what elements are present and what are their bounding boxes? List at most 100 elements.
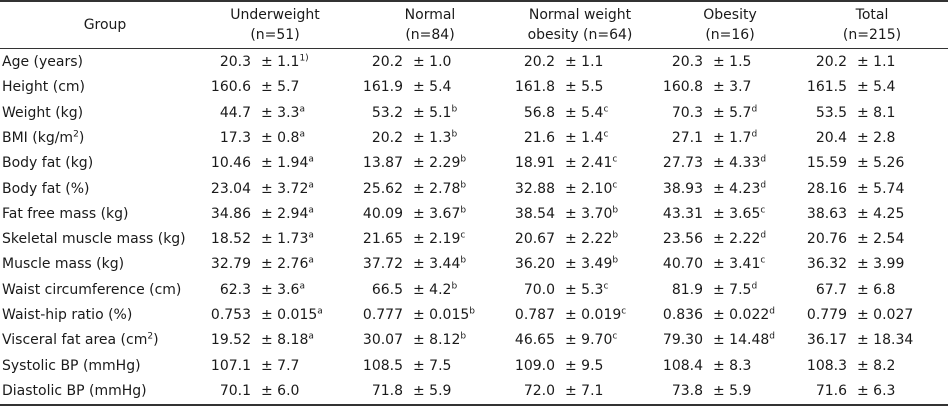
cell-sd: ± 2.78b [413,176,466,202]
header-group: Group [0,4,210,46]
cell-sd-value: ± 4.23 [713,180,761,197]
cell-mean: 79.30 [662,332,703,349]
table-row: Skeletal muscle mass (kg) 18.52 ± 1.73a 21.… [0,226,948,252]
cell-sd: ± 5.4 [857,74,895,100]
cell-sd: ± 1.1 [565,49,603,75]
cell-mean: 30.07 [362,332,403,349]
cell-sup: d [769,306,775,317]
cell-mean: 36.20 [514,256,555,273]
cell-sd: ± 0.019c [565,302,626,328]
cell-sup: a [299,281,305,292]
cell-sd-value: ± 8.12 [413,332,461,349]
cell-mean: 23.56 [662,231,703,248]
cell-sd: ± 5.7 [261,74,299,100]
row-label: Systolic BP (mmHg) [2,353,141,379]
cell-sup: d [760,179,767,190]
cell-sd-value: ± 3.44 [413,256,461,273]
table-row: Age (years) 20.3 ± 1.11) 20.2 ± 1.0 20.2 ± 1.1… [0,49,948,75]
cell-sd-value: ± 3.67 [413,205,461,222]
cell-mean: 0.787 [514,307,555,323]
row-label-text: Waist circumference (cm) [2,281,182,298]
cell-sd: ± 3.7 [713,74,751,100]
cell-sd: ± 0.015b [413,302,475,328]
cell-mean: 0.753 [210,307,251,323]
cell-mean: 27.73 [662,155,703,172]
row-label-text: Age (years) [2,54,83,70]
cell-sd-value: ± 9.5 [565,357,604,374]
cell-mean: 20.2 [815,54,847,70]
cell-sup: d [751,103,758,114]
cell-mean: 37.72 [362,256,403,273]
cell-sd-value: ± 6.3 [857,382,896,399]
cell-mean: 34.86 [210,205,251,222]
cell-sd: ± 0.027 [857,302,913,328]
cell-sd: ± 5.5 [565,74,603,100]
cell-sd-value: ± 2.22 [713,231,761,248]
cell-sup: b [460,154,467,165]
cell-sd: ± 2.54 [857,226,904,252]
header-col-n: (n=51) [250,27,300,43]
cell-sd-value: ± 6.8 [857,281,896,298]
row-label-text: Height (cm) [2,79,85,96]
cell-mean: 20.67 [514,231,555,248]
cell-sd: ± 5.1b [413,100,457,126]
cell-sd-value: ± 9.70 [565,332,613,349]
cell-sup: a [299,129,305,140]
cell-sd-value: ± 5.5 [565,79,604,96]
row-label: Visceral fat area (cm2) [2,327,159,353]
cell-mean: 108.4 [662,357,703,374]
cell-mean: 62.3 [219,281,251,298]
cell-mean: 25.62 [362,180,403,197]
cell-sd: ± 9.70c [565,327,617,353]
cell-mean: 161.8 [514,79,555,96]
cell-mean: 73.8 [671,382,703,399]
cell-sd-value: ± 7.1 [565,382,604,399]
cell-sd: ± 2.19c [413,226,465,252]
cell-sup: c [760,205,766,216]
cell-mean: 46.65 [514,332,555,349]
cell-sd-value: ± 2.41 [565,155,613,172]
cell-sd-value: ± 8.3 [713,357,752,374]
cell-mean: 0.836 [662,307,703,323]
cell-sd-value: ± 1.5 [713,54,752,70]
cell-sd-value: ± 5.26 [857,155,905,172]
cell-mean: 108.3 [806,357,847,374]
cell-sd-value: ± 3.49 [565,256,613,273]
row-label-text: Waist-hip ratio (%) [2,307,133,323]
cell-sd-value: ± 5.3 [565,281,604,298]
cell-sd: ± 5.26 [857,150,904,176]
cell-sd: ± 0.8a [261,125,305,151]
cell-mean: 108.5 [362,357,403,374]
cell-mean: 109.0 [514,357,555,374]
cell-sup: c [603,129,609,140]
cell-sd: ± 3.49b [565,251,618,277]
cell-mean: 44.7 [219,104,251,121]
cell-sd: ± 5.9 [413,378,451,404]
cell-sd-value: ± 1.1 [565,54,604,70]
cell-mean: 21.6 [523,129,555,146]
header-col-n: (n=215) [842,27,902,43]
table-row: BMI (kg/m2) 17.3 ± 0.8a 20.2 ± 1.3b 21.6 ± 1.4… [0,125,948,151]
table-row: Waist-hip ratio (%) 0.753 ± 0.015a 0.777 ± 0… [0,302,948,328]
cell-sd-value: ± 2.29 [413,155,461,172]
cell-mean: 17.3 [219,129,251,146]
cell-sup: a [308,154,314,165]
cell-mean: 161.5 [806,79,847,96]
cell-mean: 107.1 [210,357,251,374]
cell-sd-value: ± 14.48 [713,332,770,349]
row-label: Waist-hip ratio (%) [2,302,132,328]
cell-sd: ± 1.11) [261,49,309,75]
cell-sd-value: ± 2.54 [857,231,905,248]
cell-sd: ± 5.7d [713,100,757,126]
cell-sd-value: ± 1.0 [413,54,452,70]
cell-sd-value: ± 2.76 [261,256,309,273]
cell-mean: 10.46 [210,155,251,172]
cell-sd-value: ± 0.022 [713,307,770,323]
cell-sup: d [760,230,767,241]
cell-sd-value: ± 2.19 [413,231,461,248]
cell-sd: ± 3.6a [261,277,305,303]
row-label-text: Visceral fat area (cm [2,332,148,349]
row-label-end: ) [153,332,159,349]
cell-mean: 70.3 [671,104,703,121]
